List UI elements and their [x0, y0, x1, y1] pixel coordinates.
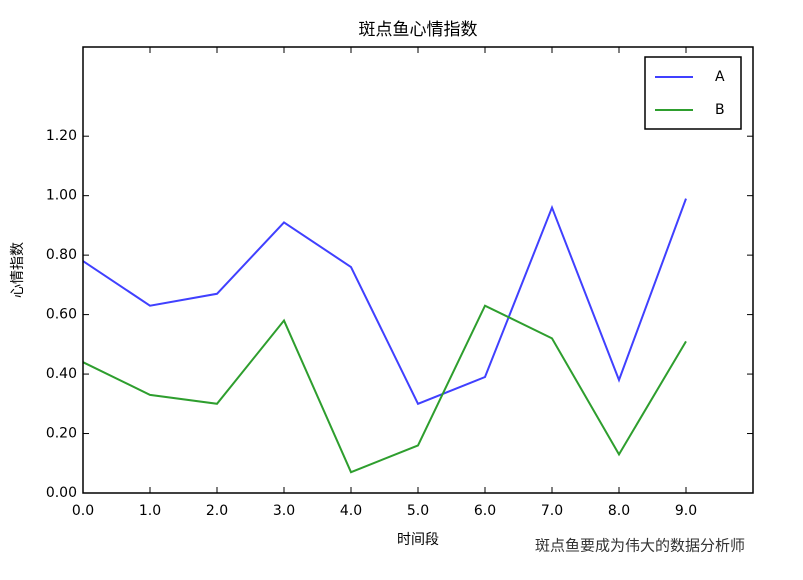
- y-tick-label: 1.20: [46, 128, 77, 144]
- y-tick-label: 0.00: [46, 485, 77, 501]
- y-tick-label: 0.60: [46, 307, 77, 323]
- x-tick-label: 5.0: [407, 503, 429, 519]
- x-tick-label: 3.0: [273, 503, 295, 519]
- x-axis-label: 时间段: [397, 532, 439, 548]
- plot-frame: [82, 46, 754, 494]
- legend-label: B: [715, 102, 725, 118]
- legend-label: A: [715, 69, 725, 85]
- y-axis-label: 心情指数: [10, 242, 26, 298]
- y-tick-label: 0.20: [46, 426, 77, 442]
- x-tick-label: 8.0: [608, 503, 630, 519]
- x-tick-label: 4.0: [340, 503, 362, 519]
- x-tick-label: 6.0: [474, 503, 496, 519]
- y-tick-label: 0.80: [46, 247, 77, 263]
- x-tick-label: 0.0: [72, 503, 94, 519]
- chart-title: 斑点鱼心情指数: [359, 20, 478, 40]
- x-tick-label: 1.0: [139, 503, 161, 519]
- x-tick-label: 2.0: [206, 503, 228, 519]
- x-tick-label: 7.0: [541, 503, 563, 519]
- series-line: [82, 198, 687, 406]
- watermark: 斑点鱼要成为伟大的数据分析师: [535, 537, 745, 555]
- series-line: [82, 304, 687, 474]
- x-tick-label: 9.0: [675, 503, 697, 519]
- y-tick-label: 0.40: [46, 366, 77, 382]
- legend-box: [644, 56, 742, 130]
- y-tick-label: 1.00: [46, 188, 77, 204]
